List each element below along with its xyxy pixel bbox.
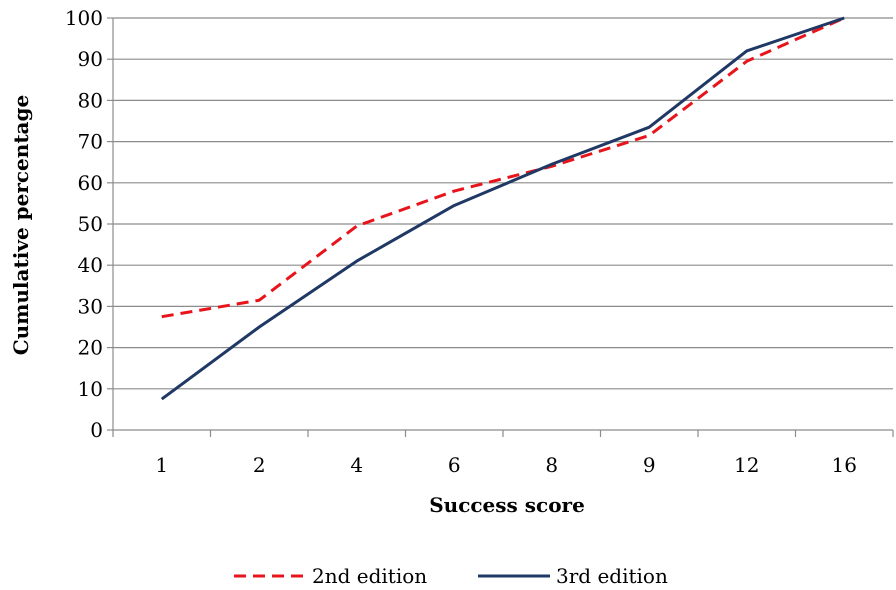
- y-tick-label: 90: [78, 47, 103, 71]
- x-tick-label: 6: [448, 453, 461, 477]
- legend-label: 2nd edition: [312, 564, 427, 588]
- y-tick-label: 20: [78, 336, 103, 360]
- y-tick-label: 40: [78, 253, 103, 277]
- gridlines: [113, 17, 893, 390]
- x-axis-title: Success score: [429, 493, 585, 517]
- y-axis-title: Cumulative percentage: [9, 95, 33, 355]
- x-tick-label: 9: [643, 453, 656, 477]
- x-tick-label: 4: [350, 453, 363, 477]
- y-tick-label: 70: [78, 130, 103, 154]
- y-tick-labels: 0 10 20 30 40 50 60 70 80 90 100: [65, 6, 103, 442]
- y-tick-label: 10: [78, 377, 103, 401]
- series-lines: [160, 16, 845, 401]
- series-line-2nd-edition: [161, 16, 845, 319]
- series-line-3rd-edition: [160, 16, 845, 401]
- x-tick-label: 2: [253, 453, 266, 477]
- y-tick-label: 60: [78, 171, 103, 195]
- y-tick-label: 30: [78, 294, 103, 318]
- x-tick-label: 16: [832, 453, 857, 477]
- x-tick-labels: 1 2 4 6 8 9 12 16: [155, 453, 857, 477]
- legend-label: 3rd edition: [556, 564, 668, 588]
- x-tick-label: 1: [155, 453, 168, 477]
- y-tick-label: 100: [65, 6, 103, 30]
- x-tick-label: 12: [734, 453, 759, 477]
- y-tick-label: 80: [78, 88, 103, 112]
- x-tick-label: 8: [545, 453, 558, 477]
- y-tick-label: 50: [78, 212, 103, 236]
- y-tick-label: 0: [90, 418, 103, 442]
- axes: [107, 17, 894, 437]
- legend: 2nd edition 3rd edition: [234, 564, 668, 588]
